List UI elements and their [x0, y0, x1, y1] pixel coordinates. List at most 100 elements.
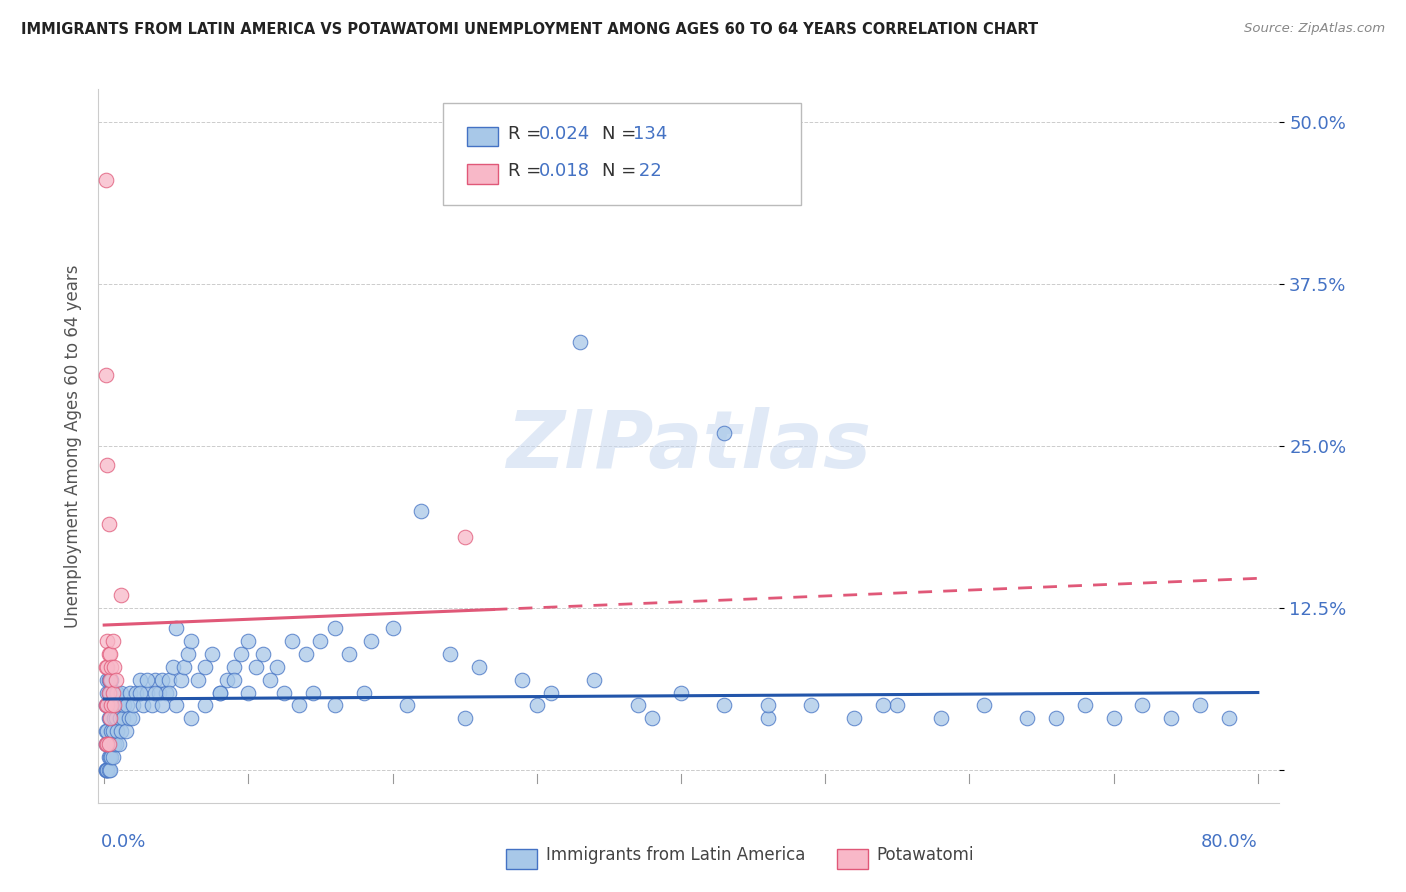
Point: [125, 685, 148, 699]
Point: [101, 633, 124, 648]
Point: [173, 659, 195, 673]
Point: [309, 633, 332, 648]
Point: [215, 673, 238, 687]
Point: [360, 633, 382, 648]
Point: [187, 673, 209, 687]
Point: [150, 698, 173, 713]
Point: [222, 659, 245, 673]
Point: [97, 711, 120, 725]
Point: [238, 685, 260, 699]
Point: [208, 685, 231, 699]
Point: [94, 698, 117, 713]
Point: [97, 673, 120, 687]
Point: [97, 738, 120, 752]
Point: [323, 621, 346, 635]
Point: [713, 425, 735, 440]
Point: [1017, 711, 1039, 725]
Point: [105, 685, 128, 699]
Point: [98, 711, 121, 725]
Point: [120, 685, 142, 699]
Point: [96, 764, 118, 778]
Point: [107, 738, 129, 752]
Point: [180, 711, 202, 725]
Text: Potawatomi: Potawatomi: [876, 846, 973, 863]
Point: [1132, 698, 1154, 713]
Point: [756, 698, 779, 713]
Point: [454, 711, 477, 725]
Text: R =: R =: [508, 162, 547, 180]
Point: [512, 673, 534, 687]
Point: [97, 750, 120, 764]
Point: [103, 711, 125, 725]
Point: [110, 588, 132, 602]
Point: [169, 673, 191, 687]
Point: [96, 659, 118, 673]
Point: [103, 685, 125, 699]
Point: [101, 685, 124, 699]
Point: [104, 738, 127, 752]
Text: N =: N =: [602, 162, 641, 180]
Point: [104, 711, 127, 725]
Point: [129, 673, 152, 687]
Point: [98, 673, 121, 687]
Text: 0.0%: 0.0%: [101, 832, 146, 851]
Point: [150, 673, 173, 687]
Point: [302, 685, 325, 699]
Point: [114, 724, 136, 739]
Point: [97, 516, 120, 531]
Point: [141, 698, 163, 713]
Point: [929, 711, 952, 725]
Point: [108, 711, 131, 725]
Text: 80.0%: 80.0%: [1201, 832, 1258, 851]
Text: 22: 22: [633, 162, 661, 180]
Point: [162, 659, 184, 673]
Point: [98, 673, 121, 687]
Text: ZIPatlas: ZIPatlas: [506, 407, 872, 485]
Point: [569, 335, 592, 350]
Point: [231, 647, 253, 661]
Point: [94, 764, 117, 778]
Point: [641, 711, 664, 725]
Point: [96, 764, 118, 778]
Point: [104, 673, 127, 687]
Point: [96, 698, 118, 713]
Point: [201, 647, 224, 661]
Point: [98, 738, 121, 752]
Point: [266, 659, 288, 673]
Point: [97, 647, 120, 661]
Point: [713, 698, 735, 713]
Point: [111, 711, 134, 725]
Point: [98, 647, 121, 661]
Point: [121, 711, 143, 725]
Point: [1102, 711, 1125, 725]
Point: [110, 724, 132, 739]
Point: [112, 698, 135, 713]
Point: [583, 673, 606, 687]
Point: [194, 659, 217, 673]
Point: [94, 738, 117, 752]
Point: [97, 685, 120, 699]
Point: [103, 738, 125, 752]
Point: [98, 750, 121, 764]
Point: [94, 173, 117, 187]
Point: [100, 750, 122, 764]
Point: [110, 685, 132, 699]
Point: [117, 698, 139, 713]
Point: [194, 698, 217, 713]
Point: [756, 711, 779, 725]
Point: [973, 698, 995, 713]
Point: [1218, 711, 1240, 725]
Point: [468, 659, 491, 673]
Point: [143, 685, 166, 699]
Point: [526, 698, 548, 713]
Point: [100, 698, 122, 713]
Point: [1160, 711, 1182, 725]
Point: [96, 458, 118, 473]
Point: [94, 368, 117, 382]
Point: [143, 673, 166, 687]
Point: [132, 698, 155, 713]
Point: [454, 530, 477, 544]
Point: [98, 685, 121, 699]
Point: [104, 685, 127, 699]
Point: [100, 673, 122, 687]
